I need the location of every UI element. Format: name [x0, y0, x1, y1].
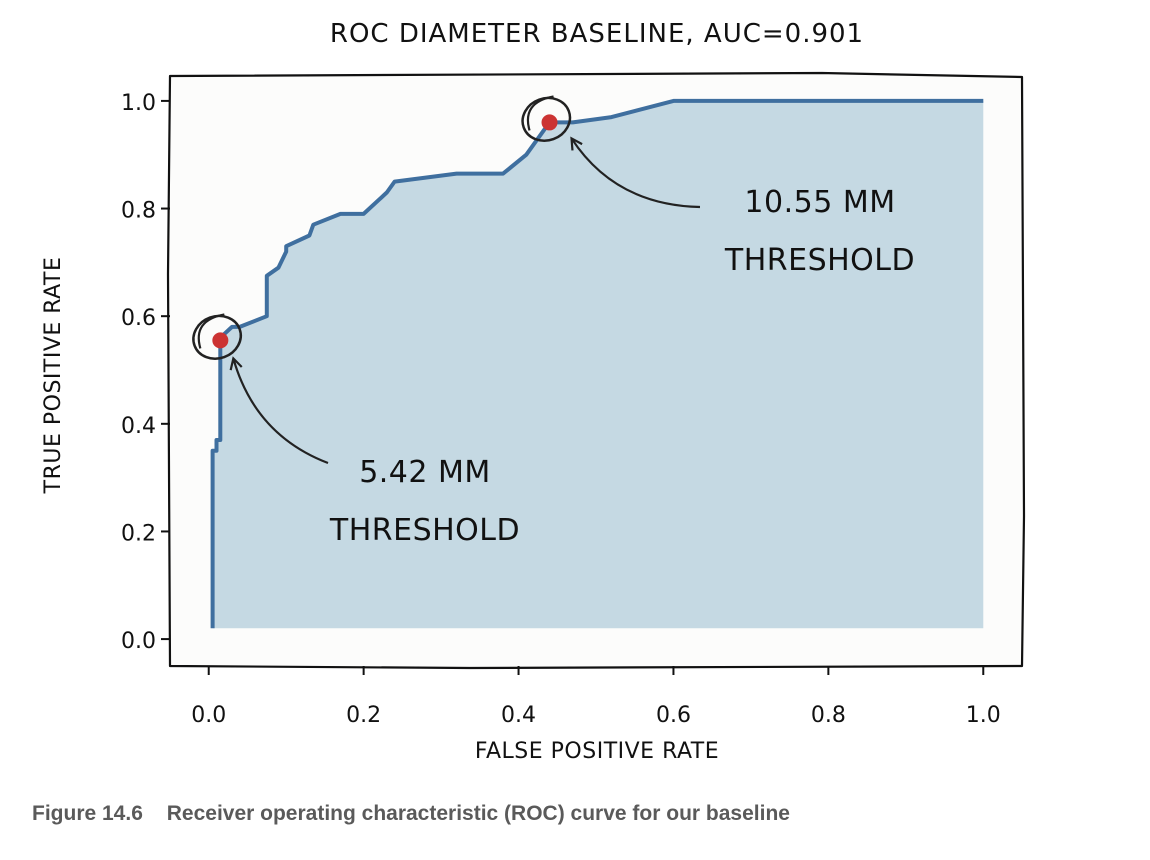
annotation-arrowhead [570, 136, 583, 151]
highlight-circle-stroke [526, 95, 554, 131]
figure-number: Figure 14.6 [32, 802, 143, 825]
y-tick-label: 0.2 [121, 521, 156, 546]
threshold-point [212, 332, 229, 349]
x-axis-label: FALSE POSITIVE RATE [475, 739, 719, 764]
plot-area: 0.0 0.0 0.2 0.2 0.4 0.4 0.6 0.6 0.8 0.8 1.0 1.0 5.42… [121, 71, 1026, 728]
y-tick-label: 0.4 [121, 414, 156, 439]
chart-title: ROC DIAMETER BASELINE, AUC=0.901 [330, 19, 864, 49]
y-tick-label: 0.8 [121, 199, 156, 224]
highlight-circle-stroke [197, 313, 225, 349]
annotation-text: 5.42 MM [359, 455, 491, 490]
roc-area-fill [212, 100, 984, 629]
figure-caption: Figure 14.6 Receiver operating character… [32, 802, 1132, 842]
y-tick-label: 0.0 [121, 629, 156, 654]
roc-chart: ROC DIAMETER BASELINE, AUC=0.901 0.00.00… [41, 19, 1026, 764]
annotation-text: THRESHOLD [724, 243, 915, 278]
x-tick-label: 0.8 [811, 703, 846, 728]
y-tick-label: 1.0 [121, 91, 156, 116]
annotation-arrow [232, 358, 329, 465]
x-tick-label: 0.6 [656, 703, 691, 728]
annotation-text: 10.55 MM [744, 185, 895, 220]
annotation-arrowhead [229, 356, 243, 371]
x-tick-label: 0.4 [501, 703, 536, 728]
threshold-point [541, 114, 558, 131]
annotation-arrow [570, 137, 701, 209]
y-axis-label: TRUE POSITIVE RATE [41, 257, 66, 495]
caption-text: Receiver operating characteristic (ROC) … [166, 802, 790, 825]
highlight-circle [521, 96, 572, 142]
y-tick-label: 0.6 [121, 306, 156, 331]
annotation-text: THRESHOLD [329, 513, 520, 548]
highlight-circle [192, 314, 243, 360]
x-tick-label: 1.0 [966, 703, 1001, 728]
x-tick-label: 0.0 [191, 703, 226, 728]
x-tick-label: 0.2 [346, 703, 381, 728]
roc-curve-line [210, 98, 984, 629]
